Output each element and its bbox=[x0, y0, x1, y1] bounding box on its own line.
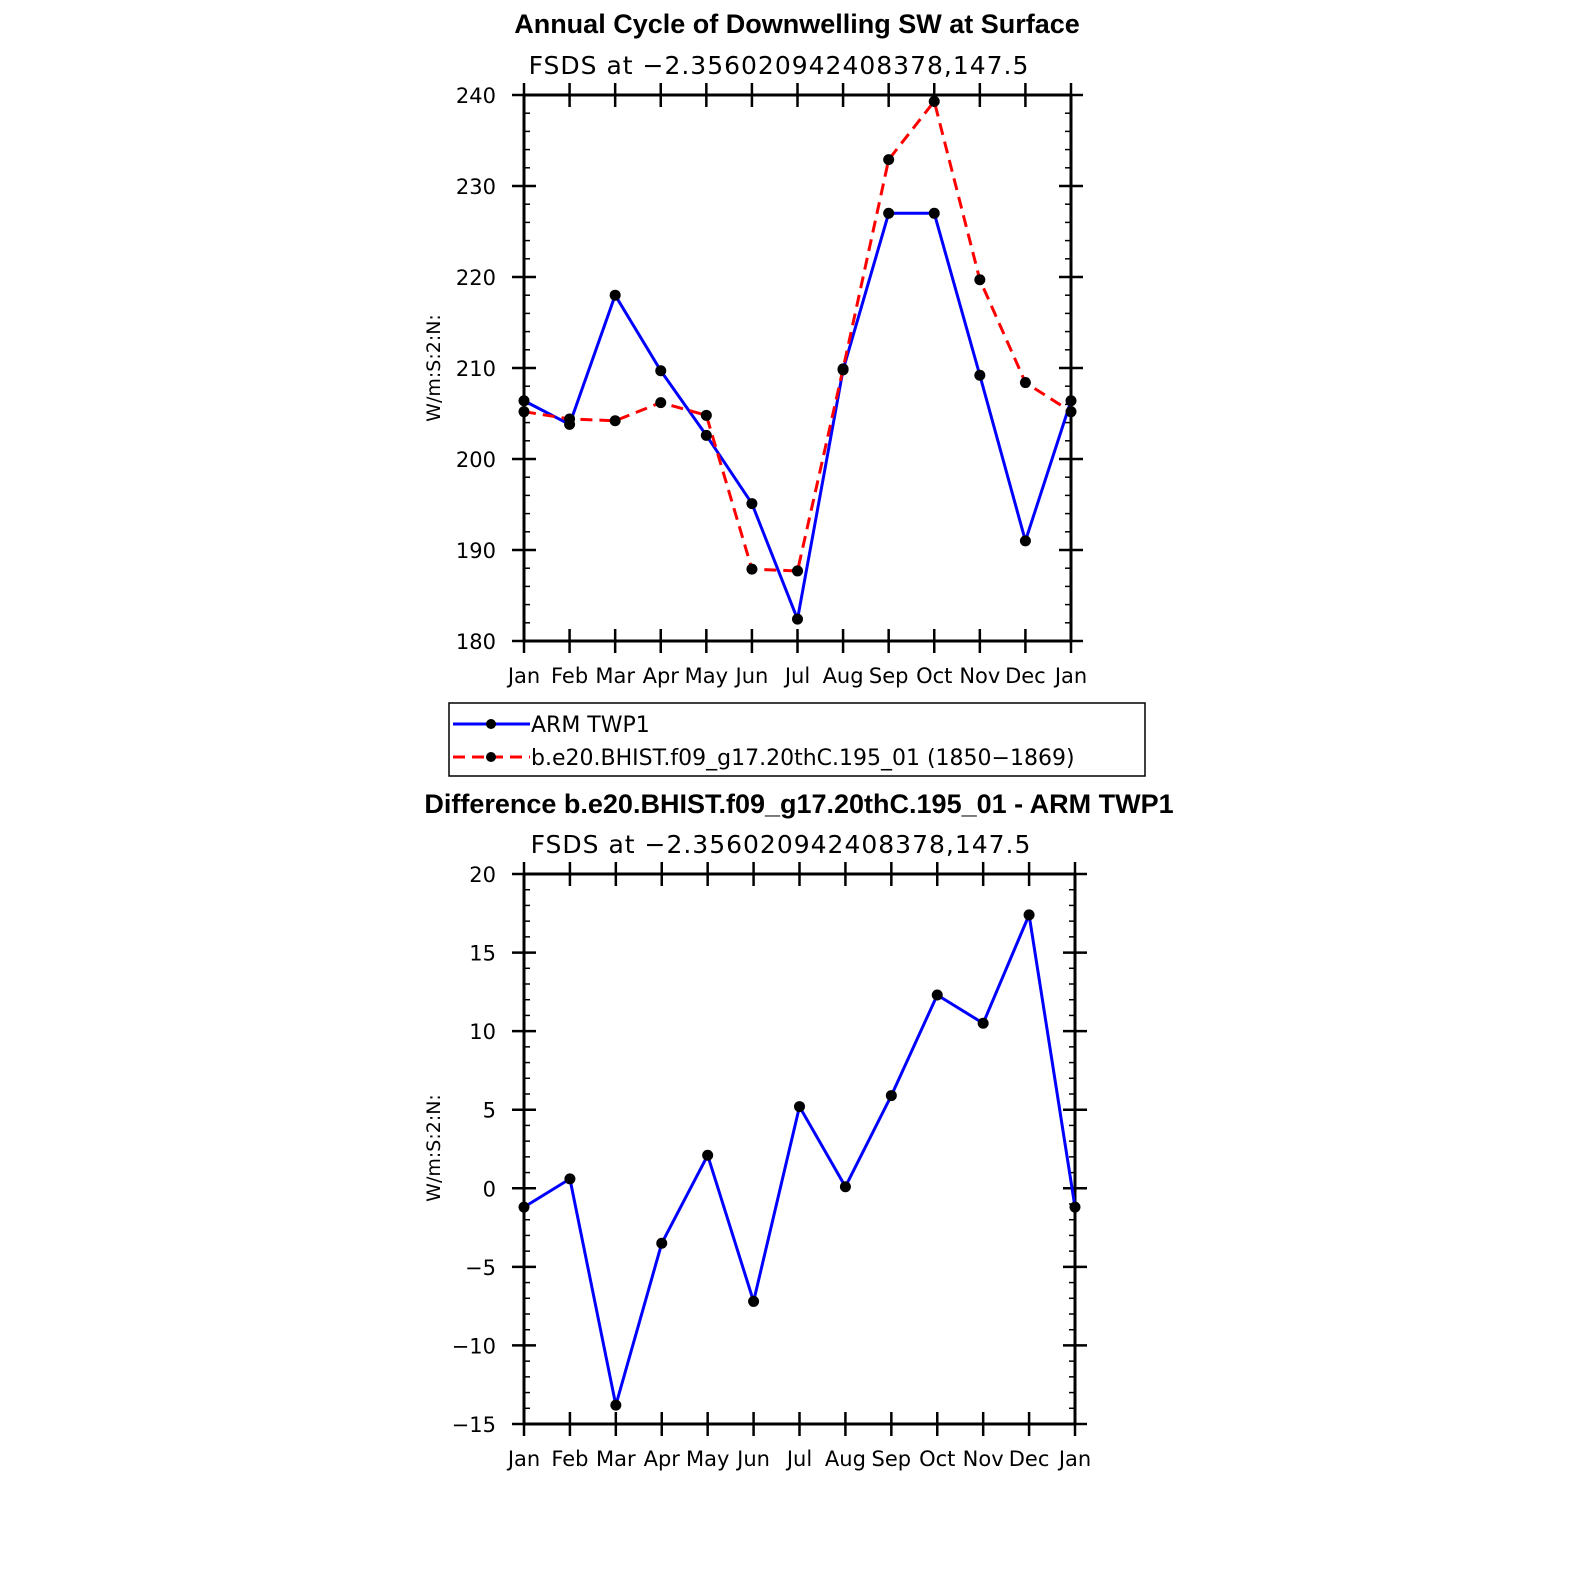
top-series-0-point bbox=[792, 613, 803, 625]
bottom-x-tick-label: Jul bbox=[785, 1447, 812, 1471]
top-series-1-point bbox=[883, 154, 895, 166]
bottom-series-0-point bbox=[564, 1173, 576, 1185]
top-x-tick-label: Jan bbox=[1053, 664, 1087, 688]
top-y-tick-label: 180 bbox=[456, 630, 496, 654]
bottom-series-0-point bbox=[977, 1017, 989, 1029]
bottom-x-tick-label: Dec bbox=[1009, 1447, 1050, 1471]
top-y-tick-label: 210 bbox=[456, 357, 496, 381]
top-series-0-point bbox=[700, 429, 712, 441]
bottom-y-tick-label: −15 bbox=[452, 1413, 496, 1437]
bottom-y-tick-label: 5 bbox=[483, 1099, 496, 1123]
bottom-x-tick-label: Feb bbox=[551, 1447, 588, 1471]
bottom-series-0-point bbox=[656, 1237, 668, 1249]
bottom-x-tick-label: Sep bbox=[872, 1447, 912, 1471]
bottom-chart-title: Difference b.e20.BHIST.f09_g17.20thC.195… bbox=[424, 789, 1173, 819]
bottom-series-0-point bbox=[931, 989, 943, 1001]
bottom-series-line-0 bbox=[523, 913, 1077, 1407]
top-series-1-point bbox=[564, 413, 576, 425]
top-series-1-point bbox=[837, 363, 849, 375]
bottom-chart-subtitle: FSDS at −2.356020942408378,147.5 bbox=[531, 830, 1032, 859]
bottom-x-tick-label: Nov bbox=[963, 1447, 1004, 1471]
bottom-series-0-point bbox=[794, 1101, 805, 1113]
bottom-series-0-point bbox=[839, 1181, 851, 1193]
top-x-tick-label: Sep bbox=[869, 664, 909, 688]
bottom-series-0-point bbox=[1023, 909, 1035, 921]
bottom-series-0-point bbox=[1069, 1201, 1081, 1213]
top-x-tick-label: Mar bbox=[595, 664, 635, 688]
bottom-y-tick-label: 15 bbox=[469, 942, 496, 966]
top-x-tick-label: Jun bbox=[734, 664, 769, 688]
bottom-y-tick-label: −5 bbox=[465, 1256, 496, 1280]
bottom-series-0-point bbox=[748, 1295, 760, 1307]
top-x-tick-label: Nov bbox=[959, 664, 1000, 688]
legend-marker-arm bbox=[486, 719, 496, 729]
top-series-1-point bbox=[609, 415, 621, 427]
bottom-x-tick-label: Oct bbox=[919, 1447, 955, 1471]
top-series-0-point bbox=[974, 369, 986, 381]
legend-box bbox=[448, 702, 1146, 777]
bottom-x-tick-label: Jun bbox=[735, 1447, 770, 1471]
top-series-0-point bbox=[518, 395, 530, 407]
bottom-y-tick-label: 20 bbox=[469, 863, 496, 887]
bottom-x-tick-label: Apr bbox=[644, 1447, 681, 1471]
legend-marker-model bbox=[486, 752, 496, 762]
top-series-line-1 bbox=[523, 99, 1072, 573]
top-series-0-point bbox=[1019, 535, 1031, 547]
bottom-series-0-point bbox=[518, 1201, 530, 1213]
top-x-tick-label: May bbox=[685, 664, 728, 688]
bottom-y-tick-label: 10 bbox=[469, 1020, 496, 1044]
top-series-0-point bbox=[883, 207, 895, 219]
top-y-axis-label: W/m:S:2:N: bbox=[423, 314, 445, 422]
top-y-tick-label: 240 bbox=[456, 84, 496, 108]
legend: ARM TWP1 b.e20.BHIST.f09_g17.20thC.195_0… bbox=[448, 702, 1146, 777]
top-x-tick-label: Aug bbox=[823, 664, 864, 688]
bottom-x-tick-label: Jan bbox=[1057, 1447, 1091, 1471]
top-x-tick-label: Jan bbox=[506, 664, 540, 688]
top-series-1-point bbox=[700, 409, 712, 421]
top-y-tick-label: 200 bbox=[456, 448, 496, 472]
legend-label-arm: ARM TWP1 bbox=[531, 713, 650, 738]
top-series-0-point bbox=[746, 498, 758, 510]
bottom-plot-area: −15 −10 −5 0 5 10 15 20 Jan Feb Mar Apr May Jun Jul Aug… bbox=[452, 862, 1091, 1471]
top-x-tick-label: Feb bbox=[551, 664, 588, 688]
bottom-x-tick-label: May bbox=[686, 1447, 729, 1471]
top-series-1-point bbox=[974, 274, 986, 286]
bottom-y-tick-label: −10 bbox=[452, 1334, 496, 1358]
top-series-0-point bbox=[1065, 395, 1077, 407]
top-series-1-point bbox=[1019, 377, 1031, 389]
top-y-tick-label: 220 bbox=[456, 266, 496, 290]
top-series-1-point bbox=[746, 563, 758, 575]
top-y-tick-label: 230 bbox=[456, 175, 496, 199]
top-series-0-point bbox=[928, 207, 940, 219]
bottom-x-tick-label: Jan bbox=[506, 1447, 540, 1471]
bottom-axis-frame bbox=[522, 872, 1077, 1426]
top-series-0-point bbox=[655, 365, 667, 377]
top-series-1-point bbox=[1065, 406, 1077, 418]
bottom-x-tick-label: Mar bbox=[596, 1447, 636, 1471]
top-series-1-point bbox=[928, 95, 940, 107]
top-series-line-0 bbox=[523, 211, 1073, 621]
top-x-tick-label: Apr bbox=[643, 664, 680, 688]
bottom-y-axis-label: W/m:S:2:N: bbox=[423, 1094, 445, 1202]
top-chart-title: Annual Cycle of Downwelling SW at Surfac… bbox=[514, 9, 1080, 39]
top-plot-area: 180 190 200 210 220 230 240 Jan Feb Mar Apr May Jun J… bbox=[456, 83, 1087, 688]
top-x-tick-label: Jul bbox=[783, 664, 810, 688]
top-series-1-point bbox=[655, 397, 667, 409]
bottom-series-0-point bbox=[885, 1090, 897, 1102]
top-series-0-point bbox=[609, 289, 621, 301]
bottom-series-0-point bbox=[702, 1149, 714, 1161]
legend-label-model: b.e20.BHIST.f09_g17.20thC.195_01 (1850−1… bbox=[531, 746, 1075, 771]
top-y-tick-label: 190 bbox=[456, 539, 496, 563]
top-axis-frame bbox=[522, 93, 1073, 643]
top-x-tick-label: Oct bbox=[916, 664, 952, 688]
top-x-tick-label: Dec bbox=[1005, 664, 1046, 688]
bottom-x-tick-label: Aug bbox=[825, 1447, 866, 1471]
bottom-y-tick-label: 0 bbox=[483, 1177, 496, 1201]
top-series-1-point bbox=[792, 565, 803, 577]
top-series-1-point bbox=[518, 406, 530, 418]
bottom-series-0-point bbox=[610, 1399, 622, 1411]
top-chart-subtitle: FSDS at −2.356020942408378,147.5 bbox=[529, 51, 1030, 80]
